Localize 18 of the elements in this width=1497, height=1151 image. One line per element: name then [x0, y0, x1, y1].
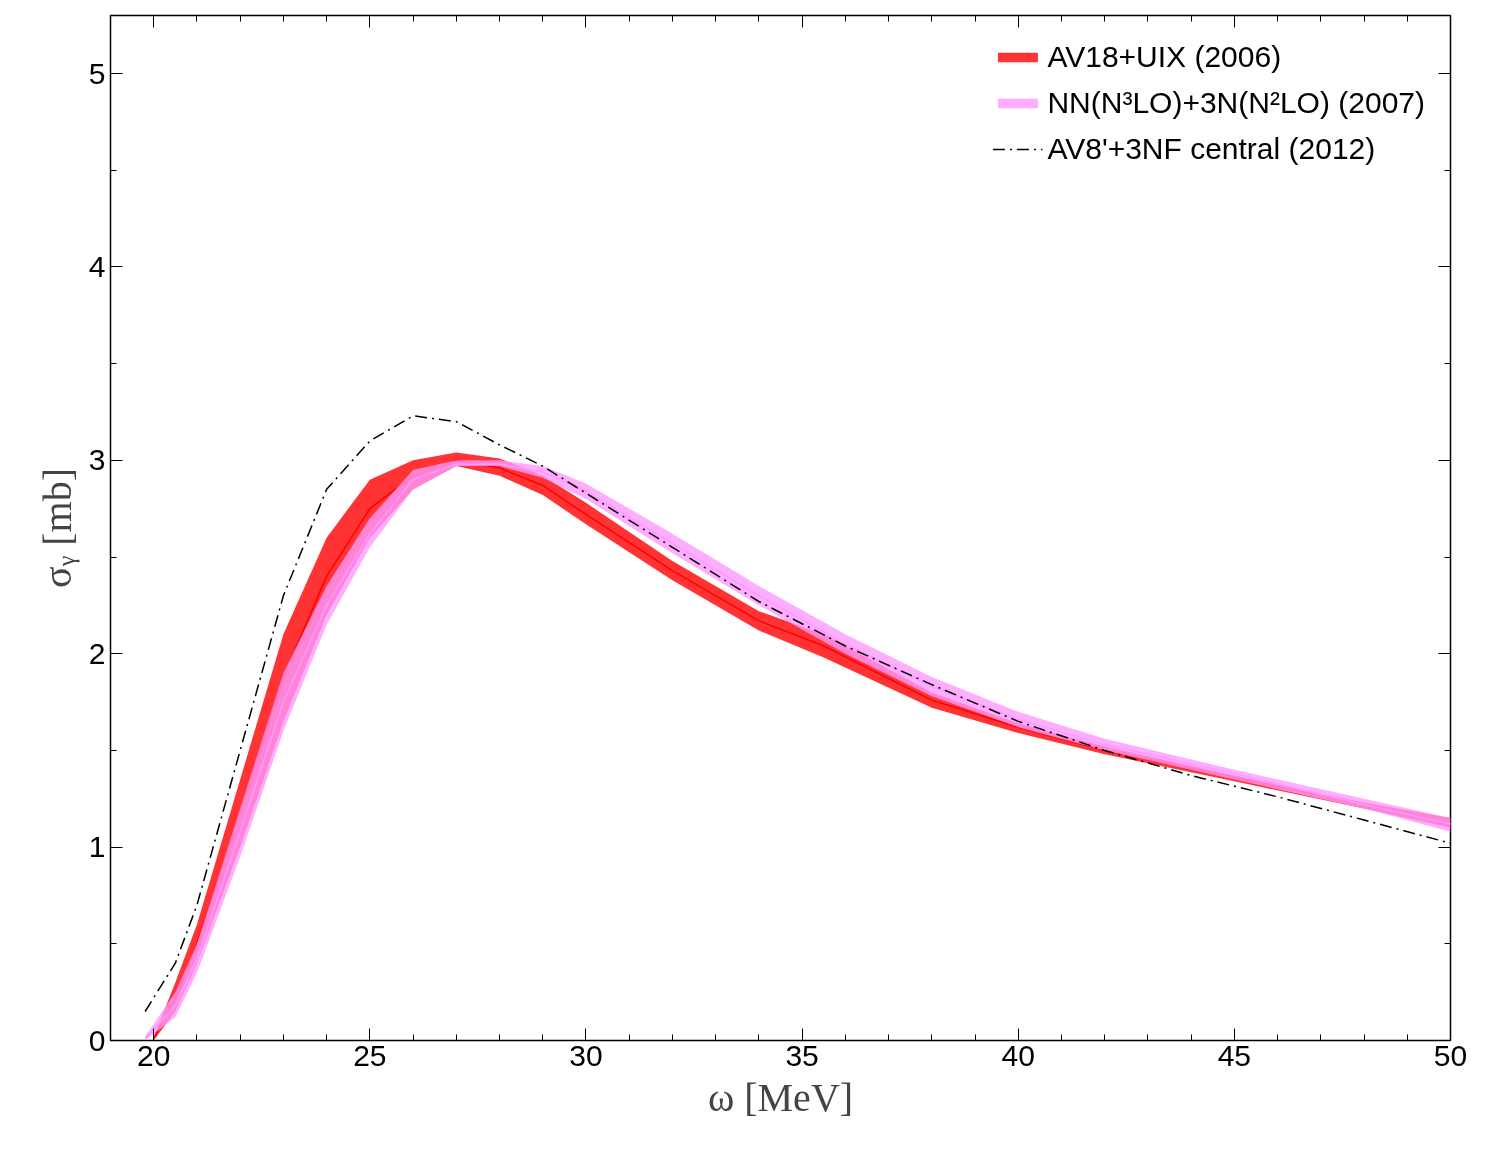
x-tick-label: 30: [569, 1038, 603, 1072]
x-tick-label: 35: [785, 1038, 819, 1072]
x-tick-label: 25: [353, 1038, 387, 1072]
x-tick-label: 20: [137, 1038, 171, 1072]
y-tick-label: 4: [88, 249, 106, 283]
y-tick-label: 2: [88, 636, 106, 670]
y-axis-title: σᵧ [mb]: [34, 468, 80, 588]
x-tick-label: 45: [1217, 1038, 1252, 1072]
y-tick-label: 5: [88, 56, 106, 90]
legend-label: AV18+UIX (2006): [1047, 40, 1282, 74]
legend-label: AV8'+3NF central (2012): [1047, 132, 1376, 166]
y-tick-label: 0: [88, 1023, 106, 1057]
x-tick-label: 50: [1433, 1038, 1468, 1072]
legend-label: NN(N³LO)+3N(N²LO) (2007): [1047, 86, 1425, 120]
x-axis-title: ω [MeV]: [707, 1074, 854, 1120]
x-tick-label: 40: [1001, 1038, 1035, 1072]
y-tick-label: 1: [88, 830, 106, 864]
y-tick-label: 3: [88, 443, 106, 477]
